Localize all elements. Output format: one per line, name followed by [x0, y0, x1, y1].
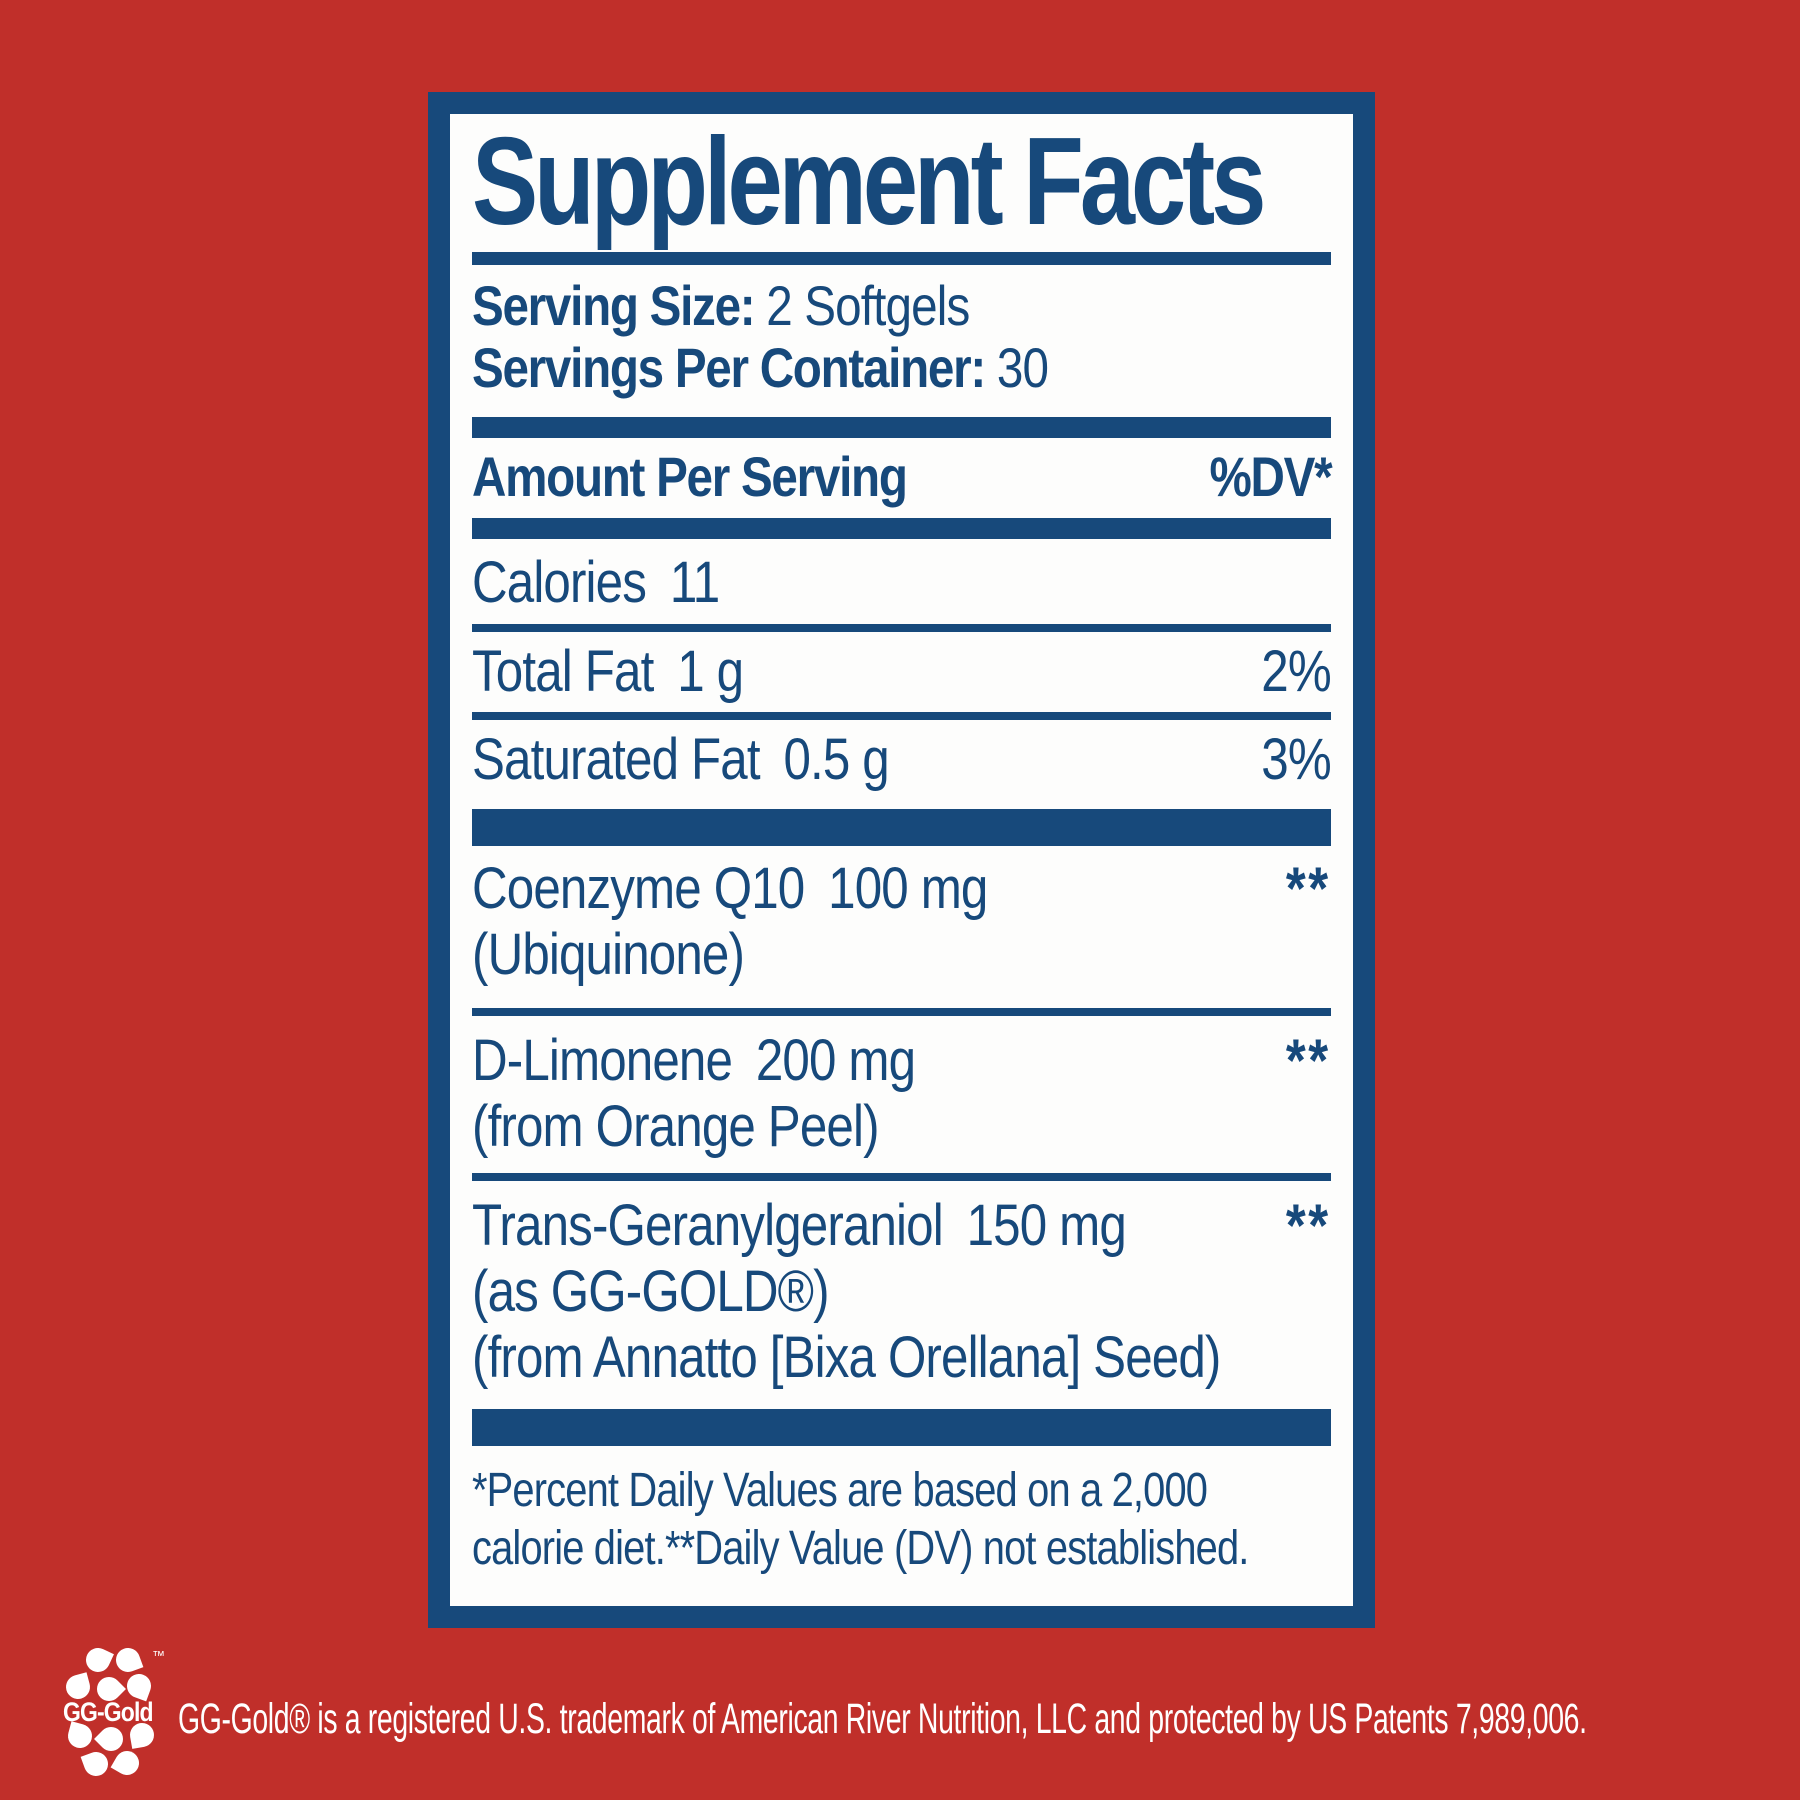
gg-gold-logo-icon: GG-Gold ™ [63, 1644, 168, 1780]
gg-gold-logo-text: GG-Gold [63, 1697, 154, 1727]
panel-title-text: Supplement Facts [472, 113, 1266, 251]
serving-size-value: 2 Softgels [766, 273, 970, 337]
separator-thick-above-header [472, 416, 1331, 438]
trans-geranylgeraniol-subline-1: (as GG-GOLD®) [472, 1258, 830, 1324]
d-limonene-amount: 200 mg [755, 1027, 916, 1093]
logo-petal [110, 1746, 144, 1780]
trans-geranylgeraniol-name: Trans-Geranylgeraniol [472, 1192, 944, 1258]
logo-petal [82, 1644, 114, 1676]
panel-title: Supplement Facts [472, 113, 1331, 251]
trans-geranylgeraniol-dv: ** [1286, 1191, 1331, 1259]
total-fat-row: Total Fat 1 g 2% [472, 638, 1332, 704]
gg-gold-logo-tm: ™ [152, 1648, 165, 1663]
d-limonene-dv: ** [1286, 1026, 1331, 1094]
saturated-fat-amount: 0.5 g [783, 726, 889, 792]
trans-geranylgeraniol-row: Trans-Geranylgeraniol 150 mg ** (as GG-GO… [472, 1191, 1331, 1391]
coenzyme-q10-subline: (Ubiquinone) [472, 921, 745, 987]
separator-under-title [472, 251, 1331, 265]
logo-petal [80, 1748, 112, 1780]
separator-extra-thick [472, 808, 1331, 846]
d-limonene-row: D-Limonene 200 mg ** (from Orange Peel) [472, 1026, 1331, 1160]
footnote-line-1: *Percent Daily Values are based on a 2,0… [472, 1463, 1208, 1517]
separator-thin [472, 711, 1331, 720]
coenzyme-q10-row: Coenzyme Q10 100 mg ** (Ubiquinone) [472, 854, 1331, 988]
separator-extra-thick [472, 1408, 1331, 1446]
amount-per-serving-header: Amount Per Serving [472, 444, 908, 508]
coenzyme-q10-amount: 100 mg [828, 855, 988, 921]
saturated-fat-row: Saturated Fat 0.5 g 3% [472, 726, 1332, 792]
servings-per-container-value: 30 [996, 335, 1049, 399]
daily-value-footnote: *Percent Daily Values are based on a 2,0… [472, 1462, 1331, 1578]
separator-thin [472, 1007, 1331, 1016]
column-header-row: Amount Per Serving %DV* [472, 444, 1332, 508]
separator-thin [472, 1172, 1331, 1181]
servings-per-container-label: Servings Per Container: [472, 335, 986, 399]
serving-size-label: Serving Size: [472, 273, 756, 337]
separator-thin [472, 623, 1331, 632]
serving-size-line: Serving Size: 2 Softgels [472, 273, 1331, 337]
saturated-fat-name: Saturated Fat [472, 726, 761, 792]
total-fat-name: Total Fat [472, 638, 654, 704]
trans-geranylgeraniol-subline-2: (from Annatto [Bixa Orellana] Seed) [472, 1324, 1221, 1390]
supplement-facts-panel: Supplement Facts Serving Size: 2 Softgels… [428, 92, 1375, 1628]
total-fat-amount: 1 g [677, 638, 744, 704]
d-limonene-subline: (from Orange Peel) [472, 1093, 879, 1159]
total-fat-dv: 2% [1261, 638, 1331, 704]
footnote-line-2: calorie diet.**Daily Value (DV) not esta… [472, 1521, 1249, 1575]
logo-petal [112, 1644, 144, 1676]
trans-geranylgeraniol-amount: 150 mg [966, 1192, 1127, 1258]
trademark-notice-text: GG-Gold® is a registered U.S. trademark … [178, 1695, 1587, 1743]
calories-name: Calories [472, 549, 647, 615]
coenzyme-q10-dv: ** [1286, 854, 1331, 922]
percent-dv-header: %DV* [1209, 444, 1332, 508]
trademark-notice: GG-Gold® is a registered U.S. trademark … [178, 1694, 1800, 1744]
saturated-fat-dv: 3% [1261, 726, 1331, 792]
separator-thick-below-header [472, 517, 1331, 539]
servings-per-container-line: Servings Per Container: 30 [472, 335, 1331, 399]
coenzyme-q10-name: Coenzyme Q10 [472, 855, 805, 921]
d-limonene-name: D-Limonene [472, 1027, 733, 1093]
calories-amount: 11 [669, 549, 720, 615]
calories-row: Calories 11 [472, 549, 1331, 615]
